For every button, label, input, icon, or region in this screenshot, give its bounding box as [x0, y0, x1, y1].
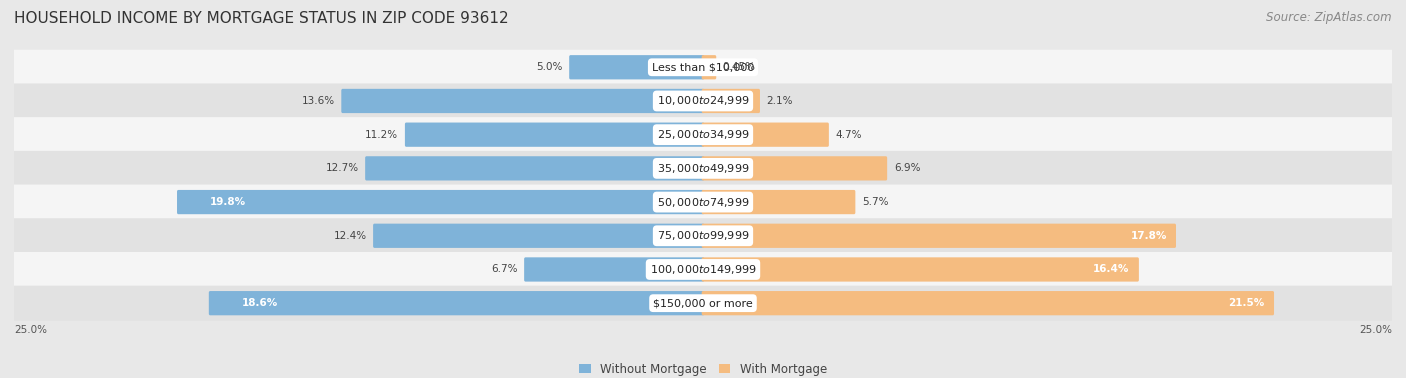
FancyBboxPatch shape — [569, 55, 704, 79]
Text: 18.6%: 18.6% — [242, 298, 278, 308]
FancyBboxPatch shape — [702, 190, 855, 214]
FancyBboxPatch shape — [177, 190, 704, 214]
Text: 25.0%: 25.0% — [1360, 325, 1392, 335]
Text: 17.8%: 17.8% — [1130, 231, 1167, 241]
FancyBboxPatch shape — [14, 184, 1392, 220]
FancyBboxPatch shape — [209, 291, 704, 315]
Text: 12.4%: 12.4% — [333, 231, 367, 241]
FancyBboxPatch shape — [702, 89, 761, 113]
Text: 5.0%: 5.0% — [536, 62, 562, 72]
Text: 0.45%: 0.45% — [723, 62, 756, 72]
FancyBboxPatch shape — [14, 252, 1392, 287]
Text: Less than $10,000: Less than $10,000 — [652, 62, 754, 72]
Text: 13.6%: 13.6% — [301, 96, 335, 106]
Legend: Without Mortgage, With Mortgage: Without Mortgage, With Mortgage — [574, 358, 832, 378]
FancyBboxPatch shape — [14, 84, 1392, 118]
Text: 25.0%: 25.0% — [14, 325, 46, 335]
Text: 6.9%: 6.9% — [894, 163, 921, 174]
FancyBboxPatch shape — [702, 156, 887, 181]
FancyBboxPatch shape — [14, 286, 1392, 321]
Text: Source: ZipAtlas.com: Source: ZipAtlas.com — [1267, 11, 1392, 24]
Text: 21.5%: 21.5% — [1229, 298, 1265, 308]
FancyBboxPatch shape — [524, 257, 704, 282]
Text: 11.2%: 11.2% — [366, 130, 398, 139]
Text: $100,000 to $149,999: $100,000 to $149,999 — [650, 263, 756, 276]
Text: 6.7%: 6.7% — [491, 265, 517, 274]
FancyBboxPatch shape — [702, 291, 1274, 315]
Text: 4.7%: 4.7% — [835, 130, 862, 139]
FancyBboxPatch shape — [702, 55, 716, 79]
Text: $10,000 to $24,999: $10,000 to $24,999 — [657, 94, 749, 107]
Text: $25,000 to $34,999: $25,000 to $34,999 — [657, 128, 749, 141]
FancyBboxPatch shape — [405, 122, 704, 147]
Text: 5.7%: 5.7% — [862, 197, 889, 207]
FancyBboxPatch shape — [373, 224, 704, 248]
FancyBboxPatch shape — [366, 156, 704, 181]
Text: $35,000 to $49,999: $35,000 to $49,999 — [657, 162, 749, 175]
Text: 12.7%: 12.7% — [325, 163, 359, 174]
FancyBboxPatch shape — [14, 50, 1392, 85]
Text: 19.8%: 19.8% — [209, 197, 246, 207]
FancyBboxPatch shape — [14, 151, 1392, 186]
FancyBboxPatch shape — [14, 218, 1392, 253]
Text: $75,000 to $99,999: $75,000 to $99,999 — [657, 229, 749, 242]
FancyBboxPatch shape — [702, 122, 830, 147]
FancyBboxPatch shape — [342, 89, 704, 113]
Text: 16.4%: 16.4% — [1094, 265, 1129, 274]
FancyBboxPatch shape — [702, 224, 1175, 248]
Text: $50,000 to $74,999: $50,000 to $74,999 — [657, 195, 749, 209]
Text: 2.1%: 2.1% — [766, 96, 793, 106]
FancyBboxPatch shape — [14, 117, 1392, 152]
FancyBboxPatch shape — [702, 257, 1139, 282]
Text: HOUSEHOLD INCOME BY MORTGAGE STATUS IN ZIP CODE 93612: HOUSEHOLD INCOME BY MORTGAGE STATUS IN Z… — [14, 11, 509, 26]
Text: $150,000 or more: $150,000 or more — [654, 298, 752, 308]
